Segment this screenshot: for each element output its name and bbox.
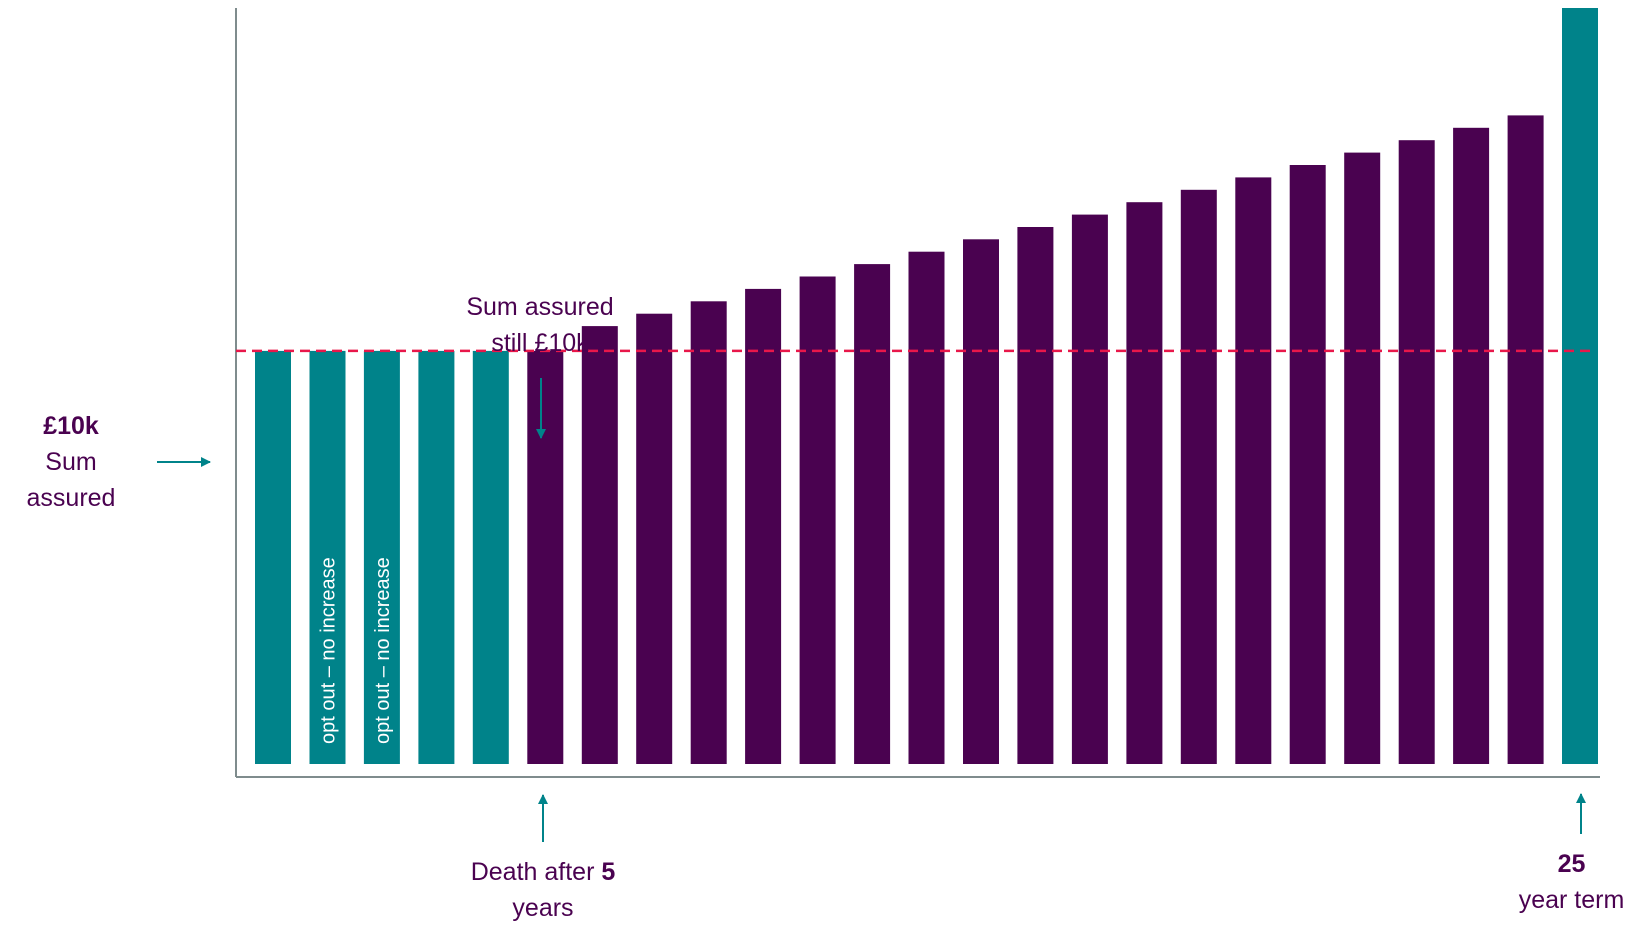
sum-assured-label: £10k Sum assured xyxy=(0,408,142,516)
bar-year-4 xyxy=(418,350,455,764)
bar-year-25 xyxy=(1562,8,1598,764)
bar-year-7 xyxy=(581,326,618,764)
bar-year-20 xyxy=(1289,165,1326,764)
death-label: Death after 5 years xyxy=(413,854,673,926)
bar-year-18 xyxy=(1180,189,1217,765)
bar-year-8 xyxy=(636,313,673,764)
death-prefix: Death after xyxy=(470,858,602,886)
bar-year-12 xyxy=(854,264,891,764)
bar-year-16 xyxy=(1071,214,1108,765)
term-label: 25 year term xyxy=(1494,846,1649,918)
bar-label-year-3: opt out – no increase xyxy=(372,557,394,744)
sum-assured-line1: Sum xyxy=(45,448,97,476)
bar-label-year-2: opt out – no increase xyxy=(318,557,340,744)
term-text: year term xyxy=(1518,886,1625,914)
bar-year-1 xyxy=(255,350,291,764)
bar-year-22 xyxy=(1398,140,1435,764)
bar-year-19 xyxy=(1235,177,1272,764)
bar-year-21 xyxy=(1344,152,1381,765)
bar-year-10 xyxy=(745,288,782,764)
bar-year-17 xyxy=(1126,202,1163,764)
bar-year-15 xyxy=(1017,227,1054,764)
bar-year-14 xyxy=(963,239,999,765)
note-line2: still £10k xyxy=(491,329,589,357)
bar-year-24 xyxy=(1507,115,1544,764)
death-suffix: years xyxy=(512,894,574,922)
sum-assured-value: £10k xyxy=(43,412,99,440)
bar-year-13 xyxy=(908,251,945,764)
term-number: 25 xyxy=(1557,850,1586,878)
bar-year-6 xyxy=(527,350,564,764)
bar-year-11 xyxy=(799,276,836,764)
death-number: 5 xyxy=(601,858,616,886)
bar-year-3 xyxy=(363,350,400,764)
bar-year-9 xyxy=(690,301,727,764)
bar-year-5 xyxy=(472,350,509,764)
bar-year-2 xyxy=(309,350,346,764)
sum-assured-line2: assured xyxy=(26,484,116,512)
note-label: Sum assured still £10k xyxy=(420,289,660,361)
note-line1: Sum assured xyxy=(466,293,614,321)
bar-year-23 xyxy=(1453,127,1490,765)
bars-group: opt out – no increase opt out – no increa… xyxy=(255,8,1598,765)
